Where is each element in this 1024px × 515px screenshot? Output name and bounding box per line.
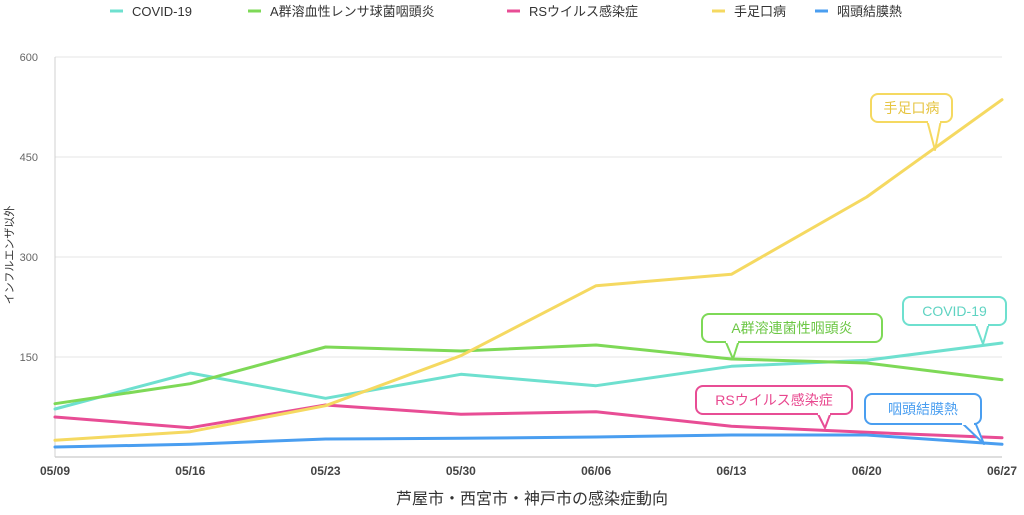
callout-label: RSウイルス感染症	[715, 392, 832, 408]
series-callout: 手足口病	[870, 93, 953, 151]
y-tick-label: 300	[20, 252, 38, 264]
legend-label: 手足口病	[734, 4, 786, 19]
series-line	[53, 341, 1004, 411]
x-tick-label: 06/13	[716, 464, 746, 478]
callout-label: 手足口病	[884, 100, 940, 116]
series-callout: A群溶連菌性咽頭炎	[701, 313, 883, 360]
callout-pointer	[974, 322, 990, 345]
x-tick-label: 05/30	[446, 464, 476, 478]
legend-item[interactable]: 咽頭結膜熱	[815, 4, 902, 19]
legend-label: RSウイルス感染症	[529, 4, 638, 19]
series-callout: 咽頭結膜熱	[864, 393, 985, 445]
x-tick-label: 06/06	[581, 464, 611, 478]
legend-item[interactable]: A群溶血性レンサ球菌咽頭炎	[248, 4, 435, 19]
callout-seam	[976, 322, 988, 326]
series-callout: RSウイルス感染症	[695, 385, 853, 429]
callout-box	[902, 296, 1007, 326]
callout-seam	[928, 119, 940, 123]
y-tick-label: 600	[20, 52, 38, 64]
callout-label: 咽頭結膜熱	[888, 401, 958, 417]
callout-label: A群溶連菌性咽頭炎	[731, 320, 852, 336]
callout-label: COVID-19	[922, 303, 987, 319]
legend-label: 咽頭結膜熱	[837, 4, 902, 19]
callout-box	[701, 313, 883, 343]
legend-label: A群溶血性レンサ球菌咽頭炎	[270, 4, 435, 19]
callout-seam	[818, 411, 830, 415]
legend: COVID-19 A群溶血性レンサ球菌咽頭炎 RSウイルス感染症 手足口病 咽頭結膜熱	[110, 4, 902, 19]
y-axis-ticks: 150 300 450 600	[20, 52, 38, 364]
legend-label: COVID-19	[132, 4, 192, 19]
legend-item[interactable]: COVID-19	[110, 4, 192, 19]
series-line	[53, 403, 1004, 440]
legend-item[interactable]: RSウイルス感染症	[507, 4, 638, 19]
callout-box	[695, 385, 853, 415]
callout-box	[870, 93, 953, 123]
x-tick-label: 06/27	[987, 464, 1017, 478]
callout-seam	[962, 421, 974, 425]
callout-box	[864, 393, 982, 425]
legend-item[interactable]: 手足口病	[712, 4, 786, 19]
x-tick-label: 05/16	[175, 464, 205, 478]
callout-seam	[726, 339, 738, 343]
series-callout: COVID-19	[902, 296, 1007, 345]
series-line	[53, 343, 1004, 406]
y-axis-label: インフルエンザ以外	[3, 206, 16, 305]
series-lines	[53, 98, 1004, 449]
x-tick-label: 06/20	[852, 464, 882, 478]
series-line	[53, 433, 1004, 449]
x-axis-ticks: 05/09 05/16 05/23 05/30 06/06 06/13 06/20 06/27	[40, 464, 1017, 478]
x-tick-label: 05/09	[40, 464, 70, 478]
series-line	[53, 98, 1004, 442]
y-tick-label: 450	[20, 152, 38, 164]
x-tick-label: 05/23	[311, 464, 341, 478]
y-tick-label: 150	[20, 352, 38, 364]
x-axis-label: 芦屋市・西宮市・神戸市の感染症動向	[396, 490, 668, 508]
gridlines	[54, 56, 1002, 458]
